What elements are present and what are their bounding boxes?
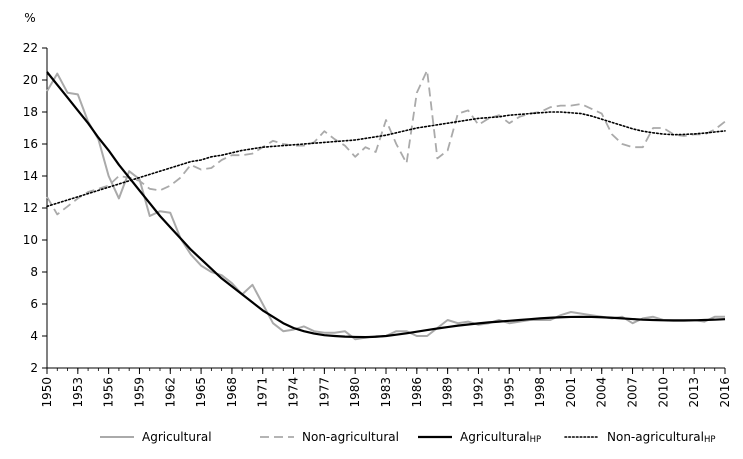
legend-item: Non-agriculturalHP (564, 430, 716, 445)
x-tick-label: 2007 (626, 377, 640, 408)
legend-label: AgriculturalHP (460, 430, 541, 445)
x-tick-label: 1965 (194, 377, 208, 408)
legend-label-subscript: HP (530, 435, 542, 445)
x-tick-label: 2010 (656, 377, 670, 408)
x-tick-label: 1950 (40, 377, 54, 408)
series-line-4 (46, 111, 726, 208)
x-tick-label: 1956 (102, 377, 116, 408)
legend-item: Non-agricultural (260, 430, 399, 444)
x-tick-label: 1983 (379, 377, 393, 408)
y-tick-label: 14 (23, 169, 38, 183)
y-tick-label: 8 (30, 265, 38, 279)
x-tick-label: 1953 (71, 377, 85, 408)
series-layer (46, 69, 726, 341)
series-line-3 (46, 71, 726, 339)
legend-label: Non-agricultural (302, 430, 399, 444)
x-tick-label: 2013 (687, 377, 701, 408)
x-tick-label: 1959 (132, 377, 146, 408)
y-axis: % 2 4 6 8 10 12 14 16 18 20 22 (23, 11, 48, 375)
x-tick-label: 2001 (564, 377, 578, 408)
x-tick-label: 1974 (287, 377, 301, 408)
series-line-2 (46, 69, 726, 216)
legend-label-subscript: HP (704, 435, 716, 445)
legend-label-text: Non-agricultural (302, 430, 399, 444)
legend-label: Non-agriculturalHP (607, 430, 716, 445)
y-axis-unit-label: % (24, 11, 35, 25)
x-tick-label: 2004 (595, 377, 609, 408)
y-tick-label: 22 (23, 41, 38, 55)
legend-label: Agricultural (142, 430, 212, 444)
y-tick-label: 4 (30, 329, 38, 343)
legend-label-text: Agricultural (460, 430, 530, 444)
series-line-1 (46, 72, 725, 341)
y-tick-label: 18 (23, 105, 38, 119)
x-tick-label: 1980 (348, 377, 362, 408)
x-tick-label: 1962 (163, 377, 177, 408)
x-axis: 1950 1953 1956 1959 1962 1965 1968 1971 1974 1977… (40, 367, 732, 408)
y-tick-label: 2 (30, 361, 38, 375)
legend-item: Agricultural (100, 430, 212, 444)
y-tick-label: 20 (23, 73, 38, 87)
x-tick-label: 2016 (718, 377, 732, 408)
legend-label-text: Agricultural (142, 430, 212, 444)
x-tick-label: 1968 (225, 377, 239, 408)
legend-item: AgriculturalHP (418, 430, 541, 445)
y-tick-label: 6 (30, 297, 38, 311)
y-tick-label: 12 (23, 201, 38, 215)
x-tick-label: 1992 (471, 377, 485, 408)
y-tick-label: 16 (23, 137, 38, 151)
x-tick-label: 1971 (256, 377, 270, 408)
y-tick-label: 10 (23, 233, 38, 247)
x-tick-label: 1995 (502, 377, 516, 408)
x-tick-label: 1977 (317, 377, 331, 408)
x-tick-label: 1986 (410, 377, 424, 408)
legend-label-text: Non-agricultural (607, 430, 704, 444)
legend: Agricultural Non-agricultural Agricultural… (100, 430, 716, 445)
x-tick-label: 1998 (533, 377, 547, 408)
x-tick-label: 1989 (441, 377, 455, 408)
